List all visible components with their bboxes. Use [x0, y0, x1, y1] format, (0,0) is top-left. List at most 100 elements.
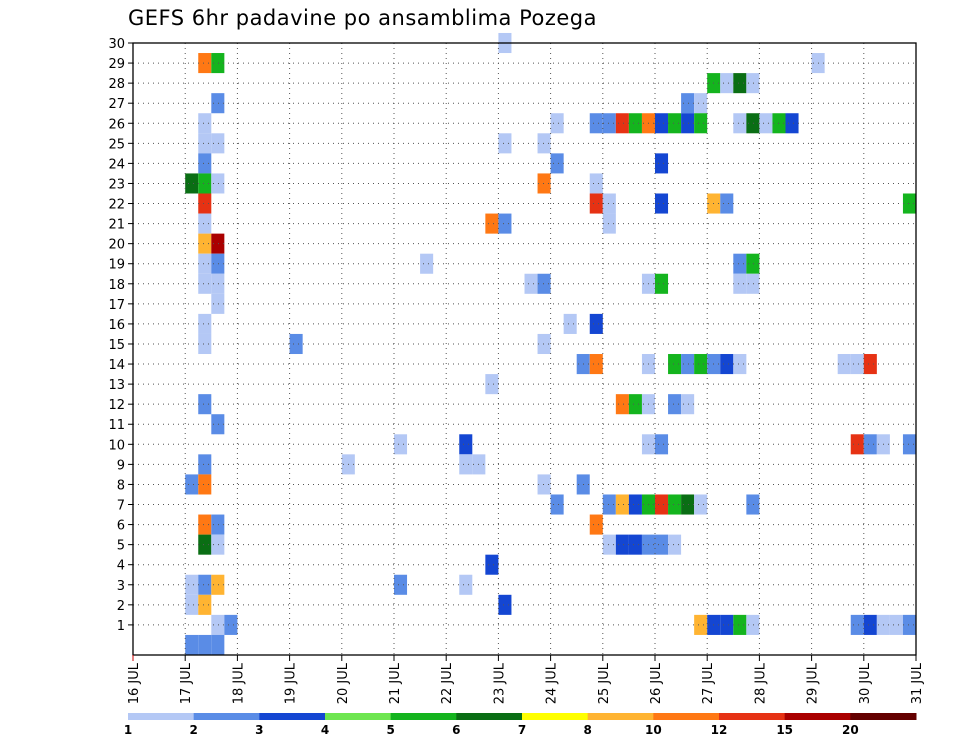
precip-cell [198, 213, 212, 234]
precip-cell [602, 534, 616, 555]
precip-cell [733, 253, 747, 274]
precip-cell [485, 554, 499, 575]
precip-cell [198, 153, 212, 174]
precip-cell [537, 474, 551, 495]
precip-cell [589, 313, 603, 334]
colorbar-swatch [193, 713, 260, 720]
precip-cell [589, 193, 603, 214]
precip-cell [655, 193, 669, 214]
y-tick-label: 18 [108, 278, 125, 293]
precip-cell [198, 273, 212, 294]
precip-cell [602, 494, 616, 515]
precip-cell [668, 113, 682, 134]
precip-cell [733, 113, 747, 134]
colorbar-label: 8 [583, 723, 591, 737]
precip-cell [694, 93, 708, 114]
colorbar-swatch [522, 713, 589, 720]
y-tick-label: 6 [117, 519, 125, 534]
precip-cell [615, 113, 629, 134]
precip-cell [211, 534, 225, 555]
precip-cell [733, 273, 747, 294]
precip-cell [850, 614, 864, 635]
colorbar-label: 6 [452, 723, 460, 737]
precip-cell [681, 394, 695, 415]
precip-cell [198, 534, 212, 555]
y-tick-label: 4 [117, 559, 125, 574]
colorbar-swatch [587, 713, 654, 720]
y-tick-label: 11 [108, 418, 125, 433]
precip-cell [863, 434, 877, 455]
precip-cell [198, 173, 212, 194]
precip-cell [863, 614, 877, 635]
precip-cell [785, 113, 799, 134]
precip-cell [198, 514, 212, 535]
colorbar-label: 1 [124, 723, 132, 737]
chart-title: GEFS 6hr padavine po ansamblima Pozega [128, 6, 598, 30]
precip-cell [211, 93, 225, 114]
x-tick-label: 20 JUL [336, 662, 351, 704]
precip-cell [394, 574, 408, 595]
precip-cell [759, 113, 773, 134]
y-tick-label: 2 [117, 599, 125, 614]
precip-cell [563, 313, 577, 334]
y-tick-label: 20 [108, 238, 125, 253]
precip-cell [589, 514, 603, 535]
precip-cell [889, 614, 903, 635]
x-tick-label: 17 JUL [179, 662, 194, 704]
y-tick-label: 26 [108, 117, 125, 132]
precip-cell [694, 113, 708, 134]
precip-cell [550, 494, 564, 515]
y-tick-label: 19 [108, 258, 125, 273]
colorbar-label: 12 [711, 723, 728, 737]
colorbar-label: 5 [386, 723, 394, 737]
precip-cell [211, 233, 225, 254]
precip-cell [628, 494, 642, 515]
precip-cell [681, 494, 695, 515]
y-tick-label: 15 [108, 338, 125, 353]
x-tick-label: 26 JUL [649, 662, 664, 704]
precip-cell [537, 173, 551, 194]
precip-cell [720, 614, 734, 635]
precip-cell [615, 534, 629, 555]
precip-cell [537, 273, 551, 294]
colorbar-swatch [653, 713, 720, 720]
x-tick-label: 16 JUL [127, 662, 142, 704]
x-tick-label: 21 JUL [388, 662, 403, 704]
precip-cell [628, 113, 642, 134]
x-tick-label: 31 JUL [910, 662, 925, 704]
y-tick-label: 25 [108, 137, 125, 152]
precip-cell [498, 133, 512, 154]
colorbar-swatch [390, 713, 457, 720]
precip-cell [655, 494, 669, 515]
y-tick-label: 5 [117, 539, 125, 554]
precip-cell [211, 293, 225, 314]
y-tick-label: 16 [108, 318, 125, 333]
precip-cell [746, 614, 760, 635]
precip-cell [224, 614, 238, 635]
colorbar-swatch [719, 713, 786, 720]
precip-cell [498, 594, 512, 615]
precip-cell [733, 354, 747, 375]
precip-cell [746, 253, 760, 274]
y-tick-label: 29 [108, 57, 125, 72]
colorbar-swatch [456, 713, 523, 720]
precip-cell [198, 594, 212, 615]
precip-cell [198, 333, 212, 355]
precip-cell [198, 113, 212, 134]
precip-cell [185, 574, 199, 595]
precip-cell [394, 434, 408, 455]
y-tick-label: 9 [117, 458, 125, 473]
colorbar-swatch [784, 713, 851, 720]
y-tick-label: 24 [108, 157, 125, 172]
precip-cell [902, 193, 916, 214]
precip-cell [668, 354, 682, 375]
precip-cell [459, 434, 473, 455]
precip-cell [850, 354, 864, 375]
colorbar-swatch [325, 713, 392, 720]
x-tick-label: 23 JUL [492, 662, 507, 704]
y-tick-label: 14 [108, 358, 125, 373]
precip-cell [746, 113, 760, 134]
precip-cell [615, 494, 629, 515]
precip-cell [746, 494, 760, 515]
